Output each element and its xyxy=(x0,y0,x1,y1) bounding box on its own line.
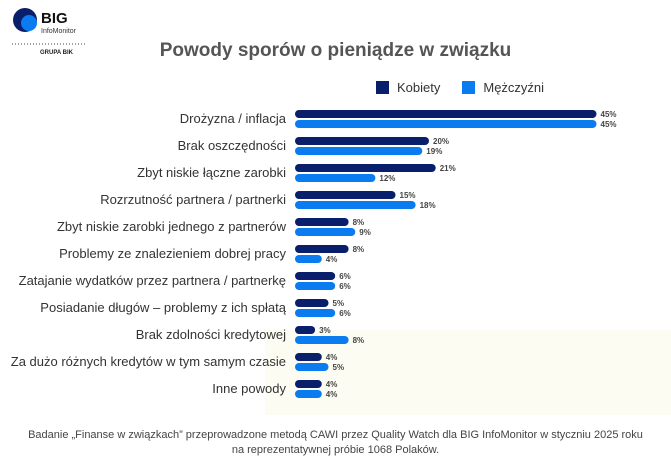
bar-kobiety xyxy=(295,245,349,253)
data-label: 45% xyxy=(601,120,617,129)
footnote: Badanie „Finanse w związkach” przeprowad… xyxy=(0,428,671,458)
category-label: Zbyt niskie łączne zarobki xyxy=(137,165,286,180)
category-label: Zbyt niskie zarobki jednego z partnerów xyxy=(56,219,286,234)
data-label: 6% xyxy=(339,309,351,318)
data-label: 5% xyxy=(333,299,345,308)
svg-text:GRUPA BIK: GRUPA BIK xyxy=(40,50,74,56)
data-label: 19% xyxy=(426,147,442,156)
bar-mezczyzni xyxy=(295,120,597,128)
svg-text:InfoMonitor: InfoMonitor xyxy=(41,28,77,35)
category-label: Brak oszczędności xyxy=(177,138,286,153)
data-label: 21% xyxy=(440,164,456,173)
category-label: Za dużo różnych kredytów w tym samym cza… xyxy=(10,354,286,369)
bar-kobiety xyxy=(295,299,329,307)
bar-kobiety xyxy=(295,272,336,280)
data-label: 15% xyxy=(400,191,416,200)
data-label: 8% xyxy=(353,218,365,227)
legend-item-kobiety: Kobiety xyxy=(376,80,440,95)
chart-title: Powody sporów o pieniądze w związku xyxy=(159,40,512,61)
bar-mezczyzni xyxy=(295,282,336,290)
svg-text:BIG: BIG xyxy=(41,10,68,27)
data-label: 6% xyxy=(339,282,351,291)
category-label: Inne powody xyxy=(212,381,286,396)
data-label: 4% xyxy=(326,255,338,264)
bar-mezczyzni xyxy=(295,309,336,317)
legend-item-mezczyzni: Mężczyźni xyxy=(462,80,544,95)
bar-kobiety xyxy=(295,137,429,145)
data-label: 5% xyxy=(333,363,345,372)
category-label: Problemy ze znalezieniem dobrej pracy xyxy=(59,246,286,261)
bar-mezczyzni xyxy=(295,147,423,155)
data-label: 8% xyxy=(353,336,365,345)
category-label: Zatajanie wydatków przez partnera / part… xyxy=(18,273,286,288)
bar-kobiety xyxy=(295,218,349,226)
bar-mezczyzni xyxy=(295,363,329,371)
bar-mezczyzni xyxy=(295,336,349,344)
data-label: 4% xyxy=(326,380,338,389)
bar-kobiety xyxy=(295,110,597,118)
category-label: Rozrzutność partnera / partnerki xyxy=(100,192,286,207)
data-label: 12% xyxy=(379,174,395,183)
data-label: 45% xyxy=(601,110,617,119)
bar-kobiety xyxy=(295,353,322,361)
bar-kobiety xyxy=(295,191,396,199)
category-label: Drożyzna / inflacja xyxy=(179,111,286,126)
legend: Kobiety Mężczyźni xyxy=(376,80,544,95)
bar-mezczyzni xyxy=(295,255,322,263)
data-label: 8% xyxy=(353,245,365,254)
data-label: 4% xyxy=(326,390,338,399)
bar-mezczyzni xyxy=(295,390,322,398)
background-panel xyxy=(265,330,671,415)
bar-kobiety xyxy=(295,164,436,172)
data-label: 3% xyxy=(319,326,331,335)
bar-mezczyzni xyxy=(295,201,416,209)
bar-mezczyzni xyxy=(295,228,356,236)
category-label: Brak zdolności kredytowej xyxy=(135,327,286,342)
footnote-line: Badanie „Finanse w związkach” przeprowad… xyxy=(28,429,643,441)
bar-kobiety xyxy=(295,326,316,334)
data-label: 20% xyxy=(433,137,449,146)
data-label: 6% xyxy=(339,272,351,281)
data-label: 18% xyxy=(420,201,436,210)
data-label: 4% xyxy=(326,353,338,362)
big-infomonitor-logo: BIG InfoMonitor GRUPA BIK xyxy=(12,8,85,56)
footnote-line: na reprezentatywnej próbie 1068 Polaków. xyxy=(231,444,440,456)
bar-mezczyzni xyxy=(295,174,376,182)
bar-kobiety xyxy=(295,380,322,388)
data-label: 9% xyxy=(359,228,371,237)
category-label: Posiadanie długów – problemy z ich spłat… xyxy=(40,300,286,315)
